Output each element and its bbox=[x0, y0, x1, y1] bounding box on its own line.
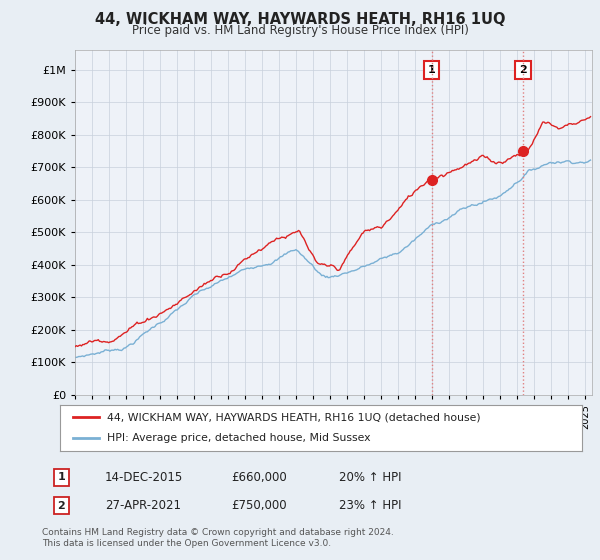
Text: 44, WICKHAM WAY, HAYWARDS HEATH, RH16 1UQ: 44, WICKHAM WAY, HAYWARDS HEATH, RH16 1U… bbox=[95, 12, 505, 27]
Text: 44, WICKHAM WAY, HAYWARDS HEATH, RH16 1UQ (detached house): 44, WICKHAM WAY, HAYWARDS HEATH, RH16 1U… bbox=[107, 412, 481, 422]
Text: 1: 1 bbox=[428, 65, 436, 75]
Text: £750,000: £750,000 bbox=[231, 499, 287, 512]
Text: Price paid vs. HM Land Registry's House Price Index (HPI): Price paid vs. HM Land Registry's House … bbox=[131, 24, 469, 37]
Text: Contains HM Land Registry data © Crown copyright and database right 2024.
This d: Contains HM Land Registry data © Crown c… bbox=[42, 528, 394, 548]
Text: 2: 2 bbox=[519, 65, 527, 75]
Text: HPI: Average price, detached house, Mid Sussex: HPI: Average price, detached house, Mid … bbox=[107, 433, 370, 444]
Text: 1: 1 bbox=[58, 472, 65, 482]
Text: 2: 2 bbox=[58, 501, 65, 511]
Text: 14-DEC-2015: 14-DEC-2015 bbox=[105, 470, 183, 484]
Text: 23% ↑ HPI: 23% ↑ HPI bbox=[339, 499, 401, 512]
Text: 27-APR-2021: 27-APR-2021 bbox=[105, 499, 181, 512]
Text: 20% ↑ HPI: 20% ↑ HPI bbox=[339, 470, 401, 484]
Text: £660,000: £660,000 bbox=[231, 470, 287, 484]
